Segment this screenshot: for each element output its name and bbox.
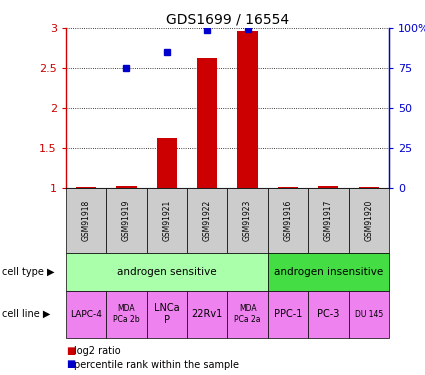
Text: PC-3: PC-3 (317, 309, 340, 319)
Text: GSM91920: GSM91920 (364, 200, 373, 241)
Text: GSM91919: GSM91919 (122, 200, 131, 241)
Text: cell type ▶: cell type ▶ (2, 267, 55, 277)
Text: GSM91922: GSM91922 (203, 200, 212, 241)
Text: LAPC-4: LAPC-4 (70, 310, 102, 319)
Text: androgen sensitive: androgen sensitive (117, 267, 217, 277)
Bar (76, 187, 96, 188)
Bar (318, 186, 338, 188)
Bar (157, 138, 177, 188)
Bar (278, 187, 298, 188)
Text: 22Rv1: 22Rv1 (192, 309, 223, 319)
Text: MDA
PCa 2a: MDA PCa 2a (234, 304, 261, 324)
Text: MDA
PCa 2b: MDA PCa 2b (113, 304, 140, 324)
Text: GSM91918: GSM91918 (82, 200, 91, 241)
Bar (197, 58, 217, 188)
Text: cell line ▶: cell line ▶ (2, 309, 51, 319)
Title: GDS1699 / 16554: GDS1699 / 16554 (166, 13, 289, 27)
Text: ■: ■ (66, 360, 75, 369)
Text: ■: ■ (66, 346, 75, 355)
Bar (359, 187, 379, 188)
Text: PPC-1: PPC-1 (274, 309, 302, 319)
Text: androgen insensitive: androgen insensitive (274, 267, 383, 277)
Bar (116, 186, 136, 188)
Bar (238, 30, 258, 188)
Text: GSM91917: GSM91917 (324, 200, 333, 241)
Text: DU 145: DU 145 (354, 310, 383, 319)
Text: percentile rank within the sample: percentile rank within the sample (74, 360, 239, 369)
Text: LNCa
P: LNCa P (154, 303, 180, 325)
Text: GSM91923: GSM91923 (243, 200, 252, 241)
Text: log2 ratio: log2 ratio (74, 346, 121, 355)
Text: GSM91921: GSM91921 (162, 200, 171, 241)
Text: GSM91916: GSM91916 (283, 200, 292, 241)
